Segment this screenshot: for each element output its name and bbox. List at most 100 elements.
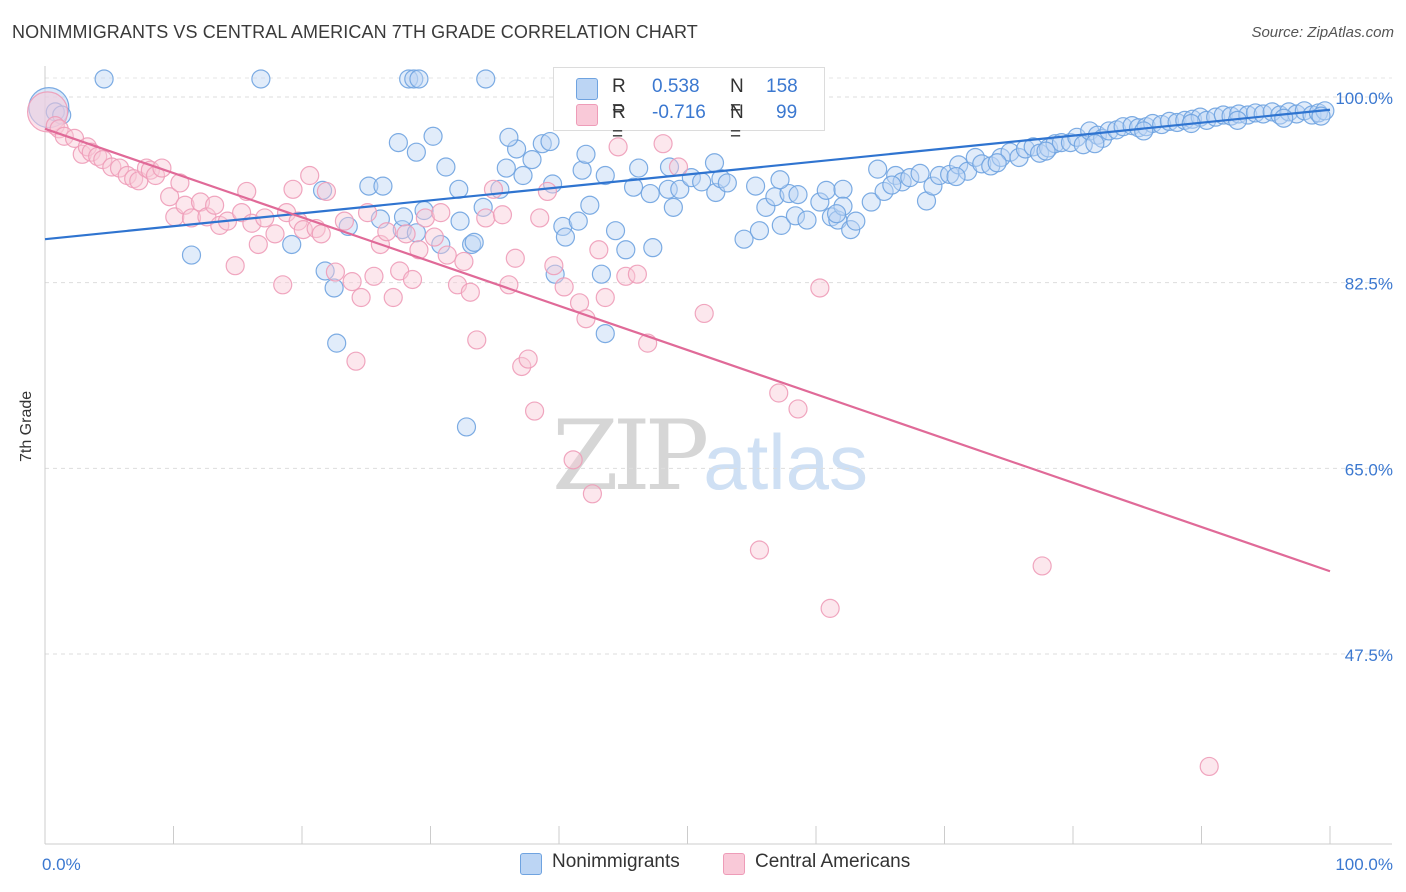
data-point [424, 227, 444, 247]
data-point [431, 234, 451, 255]
data-point [454, 251, 474, 272]
data-point [467, 330, 487, 350]
legend-n-label: N = [730, 102, 744, 145]
data-point [496, 158, 516, 178]
data-point [608, 137, 628, 157]
data-point [436, 157, 456, 177]
legend-label: Central Americans [755, 851, 911, 872]
data-point [273, 275, 293, 295]
data-point [512, 356, 532, 377]
data-point [900, 168, 920, 188]
data-point [415, 208, 435, 228]
data-point [1032, 556, 1052, 576]
data-point [987, 153, 1007, 173]
data-point [555, 227, 576, 247]
data-point [591, 264, 612, 284]
data-point [499, 127, 519, 147]
data-point [26, 91, 69, 133]
data-point [1134, 121, 1154, 141]
legend-swatch-pink [723, 853, 745, 875]
data-point [225, 256, 245, 276]
data-point [524, 401, 545, 421]
data-point [770, 170, 790, 190]
data-point [861, 192, 881, 212]
data-point [616, 240, 636, 260]
data-point [409, 240, 429, 260]
data-point [694, 303, 714, 324]
data-point [1085, 134, 1105, 154]
data-point [797, 210, 817, 230]
data-point [324, 278, 344, 298]
data-point [205, 195, 225, 215]
data-point [450, 211, 470, 231]
correlation-legend: R = 0.538 N = 158 R = -0.716 N = 99 [553, 67, 825, 145]
data-point [102, 157, 122, 177]
data-point [402, 269, 423, 290]
data-point [373, 176, 393, 196]
data-point [1036, 141, 1056, 161]
data-point [530, 208, 550, 228]
data-point [248, 234, 268, 255]
data-point [251, 69, 271, 89]
data-point [437, 245, 457, 265]
legend-label: Nonimmigrants [552, 851, 680, 872]
data-point [537, 181, 558, 202]
data-point [572, 160, 592, 180]
data-point [746, 176, 766, 196]
data-point [734, 229, 754, 249]
chart-title: NONIMMIGRANTS VS CENTRAL AMERICAN 7TH GR… [12, 22, 698, 42]
watermark-atlas: atlas [703, 418, 868, 506]
data-point [505, 248, 525, 268]
data-point [540, 131, 560, 152]
data-point [325, 262, 346, 282]
data-point [826, 204, 847, 224]
data-point [820, 598, 840, 618]
tick-labels: 100.0% 82.5% 65.0% 47.5% 0.0% 100.0% [42, 89, 1393, 874]
data-point [351, 287, 371, 308]
data-point [315, 261, 335, 281]
data-point [181, 208, 202, 228]
data-point [629, 158, 649, 178]
data-point [1152, 114, 1172, 135]
data-point [653, 134, 673, 154]
data-point [1000, 142, 1020, 162]
data-point [423, 126, 443, 146]
data-point [431, 203, 451, 223]
data-point [513, 165, 533, 186]
data-point [929, 165, 949, 186]
axes [44, 66, 1392, 845]
y-tick-label: 47.5% [1345, 646, 1393, 665]
data-point [460, 282, 480, 302]
data-point [704, 153, 725, 173]
data-point [311, 224, 331, 244]
data-point [616, 266, 636, 286]
data-point [383, 287, 403, 308]
data-point [334, 211, 355, 231]
data-point [582, 484, 603, 504]
data-point [663, 197, 683, 217]
data-point [160, 187, 180, 207]
data-point [1199, 756, 1219, 777]
data-point [595, 323, 615, 344]
data-point [810, 278, 830, 298]
data-point [518, 349, 538, 369]
legend-r-label: R = [612, 102, 626, 145]
data-point [816, 180, 836, 200]
data-point [94, 69, 114, 89]
data-point [393, 207, 414, 227]
data-point [464, 232, 484, 252]
data-point [1279, 102, 1299, 122]
data-point [910, 163, 930, 183]
data-point [181, 245, 202, 265]
legend-r-value: 0.538 [652, 76, 700, 97]
data-point [833, 179, 853, 199]
data-point [544, 256, 564, 276]
data-point [569, 293, 590, 313]
data-point [576, 144, 596, 164]
data-point [364, 266, 384, 286]
data-point [810, 192, 830, 212]
data-point [717, 173, 737, 193]
data-point [595, 165, 615, 186]
data-point [409, 69, 429, 89]
